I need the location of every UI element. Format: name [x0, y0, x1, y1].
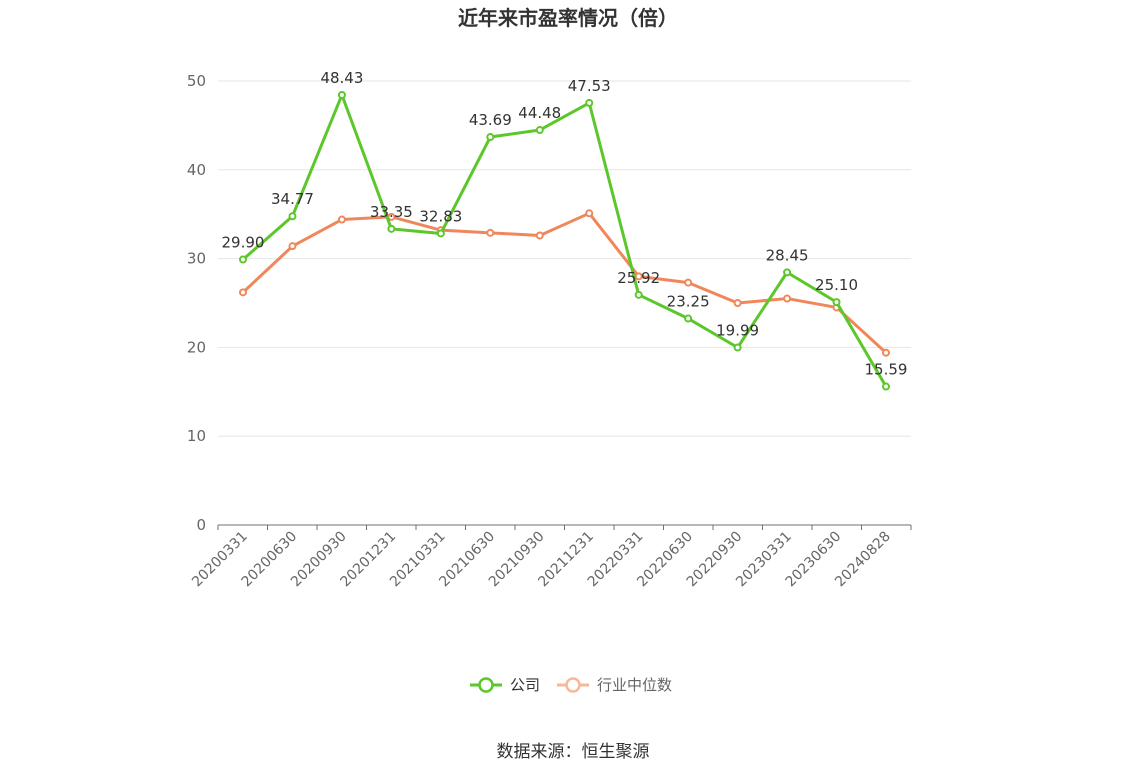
data-point [288, 212, 297, 221]
series-line-1 [241, 211, 888, 354]
data-label: 23.25 [667, 293, 710, 311]
legend-swatch-marker [478, 677, 494, 693]
data-label: 43.69 [469, 111, 512, 129]
data-label: 19.99 [716, 321, 759, 339]
data-point [634, 272, 643, 281]
chart-title: 近年来市盈率情况（倍） [458, 6, 678, 30]
data-label: 25.92 [617, 269, 660, 287]
data-point [535, 231, 544, 240]
y-tick-label: 50 [187, 72, 206, 90]
data-label: 44.48 [518, 104, 561, 122]
legend-swatch-marker [565, 677, 581, 693]
data-label: 33.35 [370, 203, 413, 221]
x-axis: 2020033120200630202009302020123120210331… [189, 524, 912, 590]
y-tick-label: 40 [187, 161, 206, 179]
data-point [585, 209, 594, 218]
legend[interactable]: 公司 行业中位数 [470, 676, 672, 694]
series-lines [239, 90, 890, 391]
data-label: 29.90 [222, 233, 265, 251]
data-point [684, 314, 693, 323]
y-tick-label: 0 [196, 516, 206, 534]
data-point [239, 255, 247, 264]
data-point [783, 268, 792, 277]
data-point [337, 90, 346, 99]
data-point [585, 98, 594, 107]
legend-label: 公司 [510, 676, 540, 694]
data-labels: 29.90 34.77 48.43 33.35 32.83 43.69 44.48 47.53… [222, 69, 908, 379]
data-point [733, 299, 742, 307]
data-point [436, 229, 445, 238]
data-point [337, 215, 346, 224]
data-label: 15.59 [865, 361, 908, 379]
data-point [783, 294, 792, 303]
data-point [832, 298, 841, 307]
legend-item-1[interactable]: 行业中位数 [557, 676, 672, 694]
data-point [486, 228, 495, 237]
data-point [486, 133, 495, 142]
y-tick-label: 20 [187, 338, 206, 356]
data-point [239, 288, 247, 297]
data-label: 48.43 [320, 69, 363, 87]
legend-item-0[interactable]: 公司 [470, 676, 540, 694]
data-point [634, 290, 643, 299]
data-point [535, 126, 544, 135]
y-tick-label: 30 [187, 250, 206, 268]
data-label: 28.45 [766, 246, 809, 264]
data-label: 25.10 [815, 276, 858, 294]
data-point [882, 348, 890, 357]
data-point [288, 242, 297, 251]
legend-label: 行业中位数 [597, 676, 672, 694]
data-point [684, 278, 693, 287]
y-axis: 0 10 20 30 40 50 [187, 72, 206, 534]
data-point [387, 224, 396, 233]
data-point [882, 382, 890, 391]
y-tick-label: 10 [187, 427, 206, 445]
source-note: 数据来源：恒生聚源 [497, 742, 650, 762]
data-label: 32.83 [419, 207, 462, 225]
series-line-0 [242, 93, 888, 388]
grid-lines [218, 80, 911, 437]
data-point [733, 343, 742, 352]
data-label: 34.77 [271, 190, 314, 208]
data-label: 47.53 [568, 77, 611, 95]
